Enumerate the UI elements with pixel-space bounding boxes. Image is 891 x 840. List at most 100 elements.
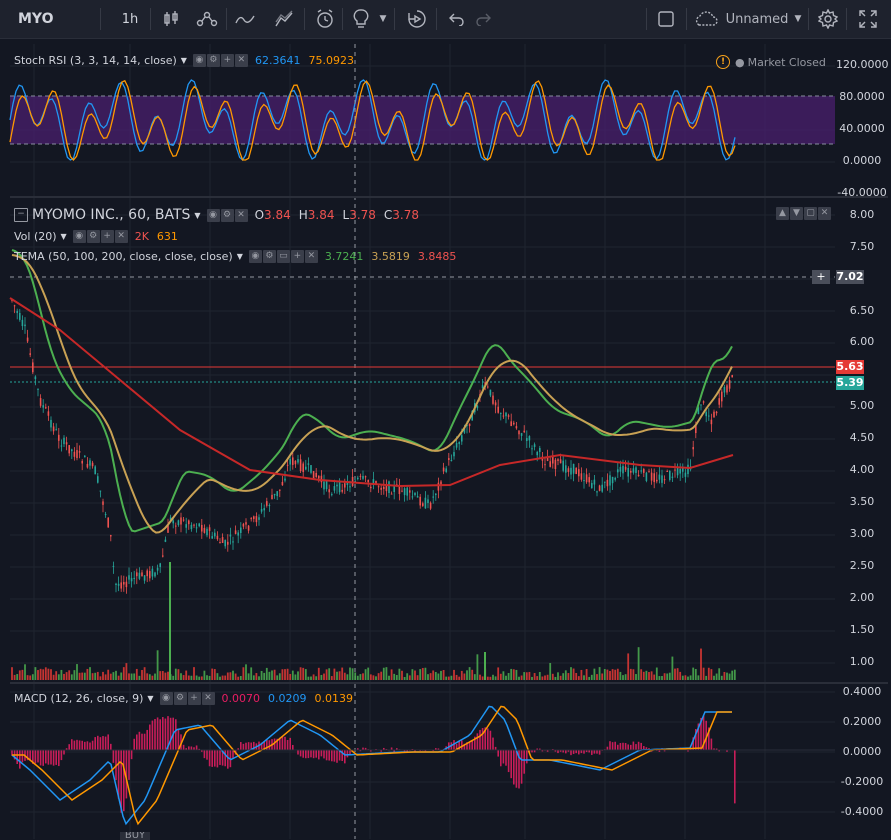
- interval-button[interactable]: 1h: [121, 11, 139, 27]
- layout-name-button[interactable]: Unnamed: [725, 11, 789, 27]
- close-icon[interactable]: ✕: [234, 54, 248, 67]
- candle-body: [710, 419, 713, 425]
- plus-icon[interactable]: +: [187, 692, 201, 705]
- gear-icon[interactable]: ⚙: [86, 230, 100, 243]
- volume-bar: [614, 669, 617, 680]
- ideas-lightbulb-icon[interactable]: [346, 0, 376, 38]
- chevron-down-icon[interactable]: ▼: [236, 252, 243, 261]
- macd-histogram-bar: [26, 750, 29, 761]
- volume-bar: [460, 670, 463, 680]
- market-status-label: Market Closed: [747, 55, 826, 69]
- close-icon[interactable]: ✕: [818, 207, 831, 220]
- close-icon[interactable]: ✕: [234, 208, 248, 222]
- candle-body: [86, 463, 89, 468]
- macd-histogram-bar: [76, 739, 78, 751]
- fullscreen-icon[interactable]: [852, 0, 884, 38]
- cloud-icon[interactable]: [690, 0, 722, 38]
- macd-y-axis[interactable]: 0.4000 0.2000 0.0000 -0.2000 -0.4000: [836, 684, 891, 839]
- symbol-search-button[interactable]: MYO: [18, 11, 54, 27]
- volume-bar: [689, 675, 692, 680]
- plus-icon[interactable]: +: [100, 230, 114, 243]
- volume-title[interactable]: Vol (20): [14, 230, 57, 243]
- macd-histogram-bar: [227, 750, 229, 769]
- macd-histogram-bar: [578, 750, 580, 755]
- close-icon[interactable]: ✕: [114, 230, 128, 243]
- redo-icon[interactable]: [470, 0, 498, 38]
- candle-body: [705, 412, 707, 417]
- chevron-down-icon[interactable]: ▼: [60, 232, 67, 241]
- eye-icon[interactable]: ◉: [206, 208, 220, 222]
- arrow-up-icon[interactable]: ▲: [776, 207, 789, 220]
- plus-icon[interactable]: +: [220, 54, 234, 67]
- undo-icon[interactable]: [442, 0, 470, 38]
- chevron-down-icon[interactable]: ▼: [379, 14, 387, 24]
- eye-icon[interactable]: ◉: [72, 230, 86, 243]
- volume-bar: [611, 669, 614, 680]
- macd-histogram-bar: [338, 750, 341, 761]
- add-alert-plus-icon[interactable]: +: [812, 270, 830, 284]
- candle-body: [336, 484, 338, 487]
- alert-clock-icon[interactable]: [310, 0, 340, 38]
- chevron-down-icon[interactable]: ▼: [147, 694, 154, 703]
- macd-histogram-bar: [627, 744, 629, 751]
- tema-title[interactable]: TEMA (50, 100, 200, close, close, close): [14, 250, 233, 263]
- indicators-icon[interactable]: [230, 0, 260, 38]
- gear-icon[interactable]: [814, 0, 842, 38]
- compare-symbol-icon[interactable]: [190, 0, 224, 38]
- candle-body: [162, 555, 164, 557]
- select-checkbox-icon[interactable]: [652, 0, 680, 38]
- macd-histogram-bar: [559, 750, 562, 752]
- candle-body: [154, 572, 156, 577]
- eye-icon[interactable]: ◉: [248, 250, 262, 263]
- candle-body: [156, 567, 159, 571]
- candle-body: [338, 480, 341, 493]
- gear-icon[interactable]: ⚙: [206, 54, 220, 67]
- stoch-y-axis[interactable]: 120.0000 80.0000 40.0000 0.0000 -40.0000: [836, 44, 891, 199]
- macd-histogram-bar: [370, 750, 372, 752]
- volume-bar: [655, 667, 658, 680]
- gear-icon[interactable]: ⚙: [173, 692, 187, 705]
- pane-separator[interactable]: [10, 196, 888, 198]
- chevron-down-icon[interactable]: ▼: [180, 56, 187, 65]
- gear-icon[interactable]: ⚙: [262, 250, 276, 263]
- candle-body: [572, 463, 575, 474]
- stoch-rsi-title[interactable]: Stoch RSI (3, 3, 14, 14, close): [14, 54, 177, 67]
- volume-bar: [635, 674, 637, 680]
- volume-bar: [247, 673, 250, 680]
- gear-icon[interactable]: ⚙: [220, 208, 234, 222]
- candle-body: [380, 487, 382, 490]
- chevron-down-icon[interactable]: ▼: [194, 210, 201, 220]
- maximize-icon[interactable]: ▢: [804, 207, 817, 220]
- market-status[interactable]: ! ● Market Closed: [716, 55, 826, 69]
- volume-bar: [289, 673, 292, 680]
- eye-icon[interactable]: ◉: [159, 692, 173, 705]
- price-y-axis[interactable]: 8.00 7.50 6.50 6.00 5.00 4.50 4.00 3.50 …: [836, 198, 891, 682]
- volume-bar: [557, 672, 559, 680]
- symbol-title[interactable]: MYOMO INC., 60, BATS: [32, 207, 191, 223]
- close-icon[interactable]: ✕: [304, 250, 318, 263]
- candles-chart-type-icon[interactable]: [156, 0, 186, 38]
- plus-icon[interactable]: +: [290, 250, 304, 263]
- arrow-down-icon[interactable]: ▼: [790, 207, 803, 220]
- buy-button[interactable]: BUY: [120, 832, 150, 840]
- candle-body: [406, 487, 408, 496]
- candle-body: [250, 518, 252, 520]
- eye-icon[interactable]: ◉: [192, 54, 206, 67]
- macd-title[interactable]: MACD (12, 26, close, 9): [14, 692, 144, 705]
- macd-histogram-bar: [507, 750, 510, 773]
- chevron-down-icon[interactable]: ▼: [794, 14, 802, 24]
- collapse-icon[interactable]: −: [14, 208, 28, 222]
- source-icon[interactable]: ▭: [276, 250, 290, 263]
- axis-label: 1.50: [849, 623, 875, 636]
- macd-histogram-bar: [474, 736, 476, 751]
- pane-separator[interactable]: [10, 682, 888, 684]
- candle-body: [393, 485, 395, 492]
- macd-histogram-bar: [55, 750, 57, 765]
- volume-ma-value: 631: [156, 230, 178, 243]
- templates-icon[interactable]: [268, 0, 302, 38]
- close-icon[interactable]: ✕: [201, 692, 215, 705]
- candle-body: [578, 469, 580, 477]
- replay-icon[interactable]: [400, 0, 434, 38]
- volume-bar: [518, 676, 520, 680]
